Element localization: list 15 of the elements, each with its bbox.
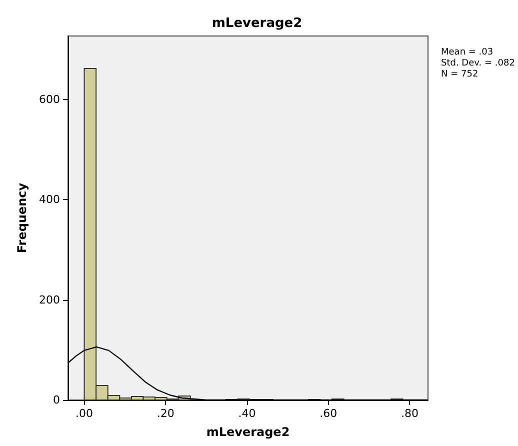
x-tick-label: .00 — [76, 407, 94, 420]
chart-title: mLeverage2 — [212, 16, 302, 31]
text: Std. Dev. = .082 — [441, 58, 515, 68]
x-tick-label: .20 — [156, 407, 174, 420]
x-tick-label: .60 — [320, 407, 338, 420]
text: Mean = .03 — [441, 48, 494, 58]
y-axis-title: Frequency — [15, 182, 29, 254]
x-axis-title: mLeverage2 — [206, 425, 290, 439]
y-tick-label: 400 — [39, 193, 60, 206]
x-tick-label: .80 — [400, 407, 418, 420]
x-tick-label: .40 — [238, 407, 256, 420]
y-tick-label: 200 — [39, 293, 60, 306]
y-tick-label: 0 — [53, 394, 60, 406]
y-tick-label: 600 — [39, 93, 60, 106]
text: N = 752 — [441, 70, 478, 80]
